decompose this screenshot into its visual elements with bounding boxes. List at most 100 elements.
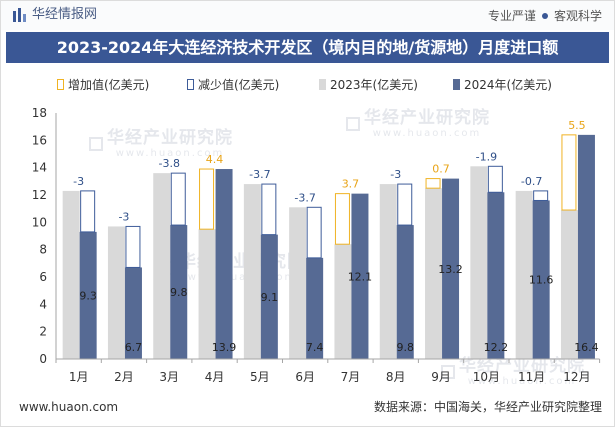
bar-2023 [560, 210, 578, 359]
decrease-box [125, 225, 141, 268]
decrease-label: -3.7 [249, 168, 270, 181]
value-label-2024: 11.6 [529, 274, 554, 287]
decrease-label: -3.8 [159, 157, 180, 170]
y-tick-label: 18 [32, 106, 47, 120]
x-tick-label: 4月 [205, 370, 225, 384]
x-tick-label: 2月 [114, 370, 134, 384]
bar-2024 [532, 200, 550, 359]
increase-box [425, 178, 441, 189]
legend-label-2024: 2024年(亿美元) [464, 77, 552, 92]
value-label-2024: 13.9 [212, 341, 237, 354]
value-label-2024: 12.1 [348, 270, 373, 283]
value-label-2024: 6.7 [125, 341, 143, 354]
increase-box [561, 134, 577, 211]
bullet-icon [541, 13, 548, 19]
decrease-box [533, 190, 549, 201]
increase-box [199, 168, 215, 230]
increase-label: 4.4 [206, 153, 224, 166]
increase-box [334, 193, 350, 245]
legend-item-decrease[interactable]: 减少值(亿美元) [187, 75, 279, 93]
decrease-label: -1.9 [476, 150, 497, 163]
bar-2023 [107, 226, 125, 359]
y-tick-label: 2 [39, 325, 47, 339]
y-tick-label: 12 [32, 188, 47, 202]
bar-2024 [487, 192, 505, 359]
value-label-2024: 9.3 [79, 289, 97, 302]
bar-2023 [470, 166, 488, 359]
site-logo[interactable]: 华经情报网 [13, 8, 97, 22]
chart-plot: 0 2 4 6 8 10 12 14 16 18 -3 9.3 -3 6.7 -3.8 9.8 4.4 13.9 -… [32, 106, 601, 384]
bar-2024 [306, 257, 324, 359]
legend-swatch-increase [57, 78, 64, 90]
value-label-2024: 9.8 [397, 341, 415, 354]
value-label-2024: 9.1 [261, 291, 279, 304]
decrease-label: -3 [390, 168, 401, 181]
x-tick-label: 9月 [431, 370, 451, 384]
footer-site-link[interactable]: www.huaon.com [19, 400, 119, 414]
bar-2024 [215, 169, 233, 359]
x-tick-label: 3月 [159, 370, 179, 384]
decrease-label: -3.7 [294, 191, 315, 204]
slogan-left: 专业严谨 [487, 9, 536, 23]
bar-2023 [289, 207, 307, 359]
bar-2023 [425, 188, 443, 359]
legend-label-2023: 2023年(亿美元) [330, 77, 418, 92]
bar-2024 [351, 193, 369, 359]
legend-swatch-2023 [319, 78, 326, 90]
x-tick-label: 11月 [518, 370, 545, 384]
top-header: 华经情报网 专业严谨 客观科学 [1, 1, 614, 30]
slogan-right: 客观科学 [553, 9, 602, 23]
bar-2024 [260, 234, 278, 359]
increase-label: 5.5 [568, 119, 586, 132]
decrease-label: -3 [73, 175, 84, 188]
x-tick-label: 5月 [250, 370, 270, 384]
bar-2023 [334, 244, 352, 359]
value-label-2024: 13.2 [438, 263, 463, 276]
legend-item-increase[interactable]: 增加值(亿美元) [57, 75, 149, 93]
bar-2023 [515, 190, 533, 359]
bar-2023 [198, 229, 216, 359]
footer-source: 数据来源：中国海关，华经产业研究院整理 [373, 400, 602, 414]
bar-2024 [79, 231, 97, 359]
chart-legend: 增加值(亿美元) 减少值(亿美元) 2023年(亿美元) 2024年(亿美元) [1, 75, 614, 93]
y-tick-label: 0 [39, 352, 47, 366]
y-tick-label: 14 [32, 161, 47, 175]
legend-label-increase: 增加值(亿美元) [68, 77, 150, 92]
legend-swatch-decrease [187, 78, 194, 90]
y-tick-label: 8 [39, 243, 47, 257]
bar-2024 [124, 267, 142, 359]
legend-swatch-2024 [453, 78, 460, 90]
value-label-2024: 16.4 [574, 341, 599, 354]
bar-2024 [577, 134, 595, 359]
legend-label-decrease: 减少值(亿美元) [198, 77, 280, 92]
value-label-2024: 12.2 [484, 341, 509, 354]
legend-item-2023[interactable]: 2023年(亿美元) [319, 75, 418, 93]
legend-item-2024[interactable]: 2024年(亿美元) [453, 75, 552, 93]
bar-2023 [243, 184, 261, 359]
decrease-box [397, 183, 413, 226]
decrease-box [306, 206, 322, 259]
x-tick-label: 7月 [341, 370, 361, 384]
y-tick-label: 16 [32, 133, 47, 147]
decrease-label: -0.7 [521, 175, 542, 188]
decrease-box [487, 165, 503, 193]
slogan: 专业严谨 客观科学 [488, 9, 602, 23]
bar-2024 [396, 225, 414, 359]
y-tick-label: 6 [39, 270, 47, 284]
decrease-box [261, 183, 277, 236]
value-label-2024: 7.4 [306, 341, 324, 354]
bar-2023 [379, 184, 397, 359]
increase-label: 0.7 [432, 163, 450, 176]
value-label-2024: 9.8 [170, 286, 188, 299]
y-tick-label: 10 [32, 215, 47, 229]
bar-2024 [170, 225, 188, 359]
x-tick-label: 8月 [386, 370, 406, 384]
decrease-box [80, 190, 96, 233]
increase-label: 3.7 [342, 178, 360, 191]
bar-2024 [442, 178, 460, 359]
x-tick-label: 10月 [473, 370, 500, 384]
bar-chart-icon [13, 8, 26, 22]
chart-title: 2023-2024年大连经济技术开发区（境内目的地/货源地）月度进口额 [6, 32, 609, 63]
x-tick-label: 6月 [295, 370, 315, 384]
